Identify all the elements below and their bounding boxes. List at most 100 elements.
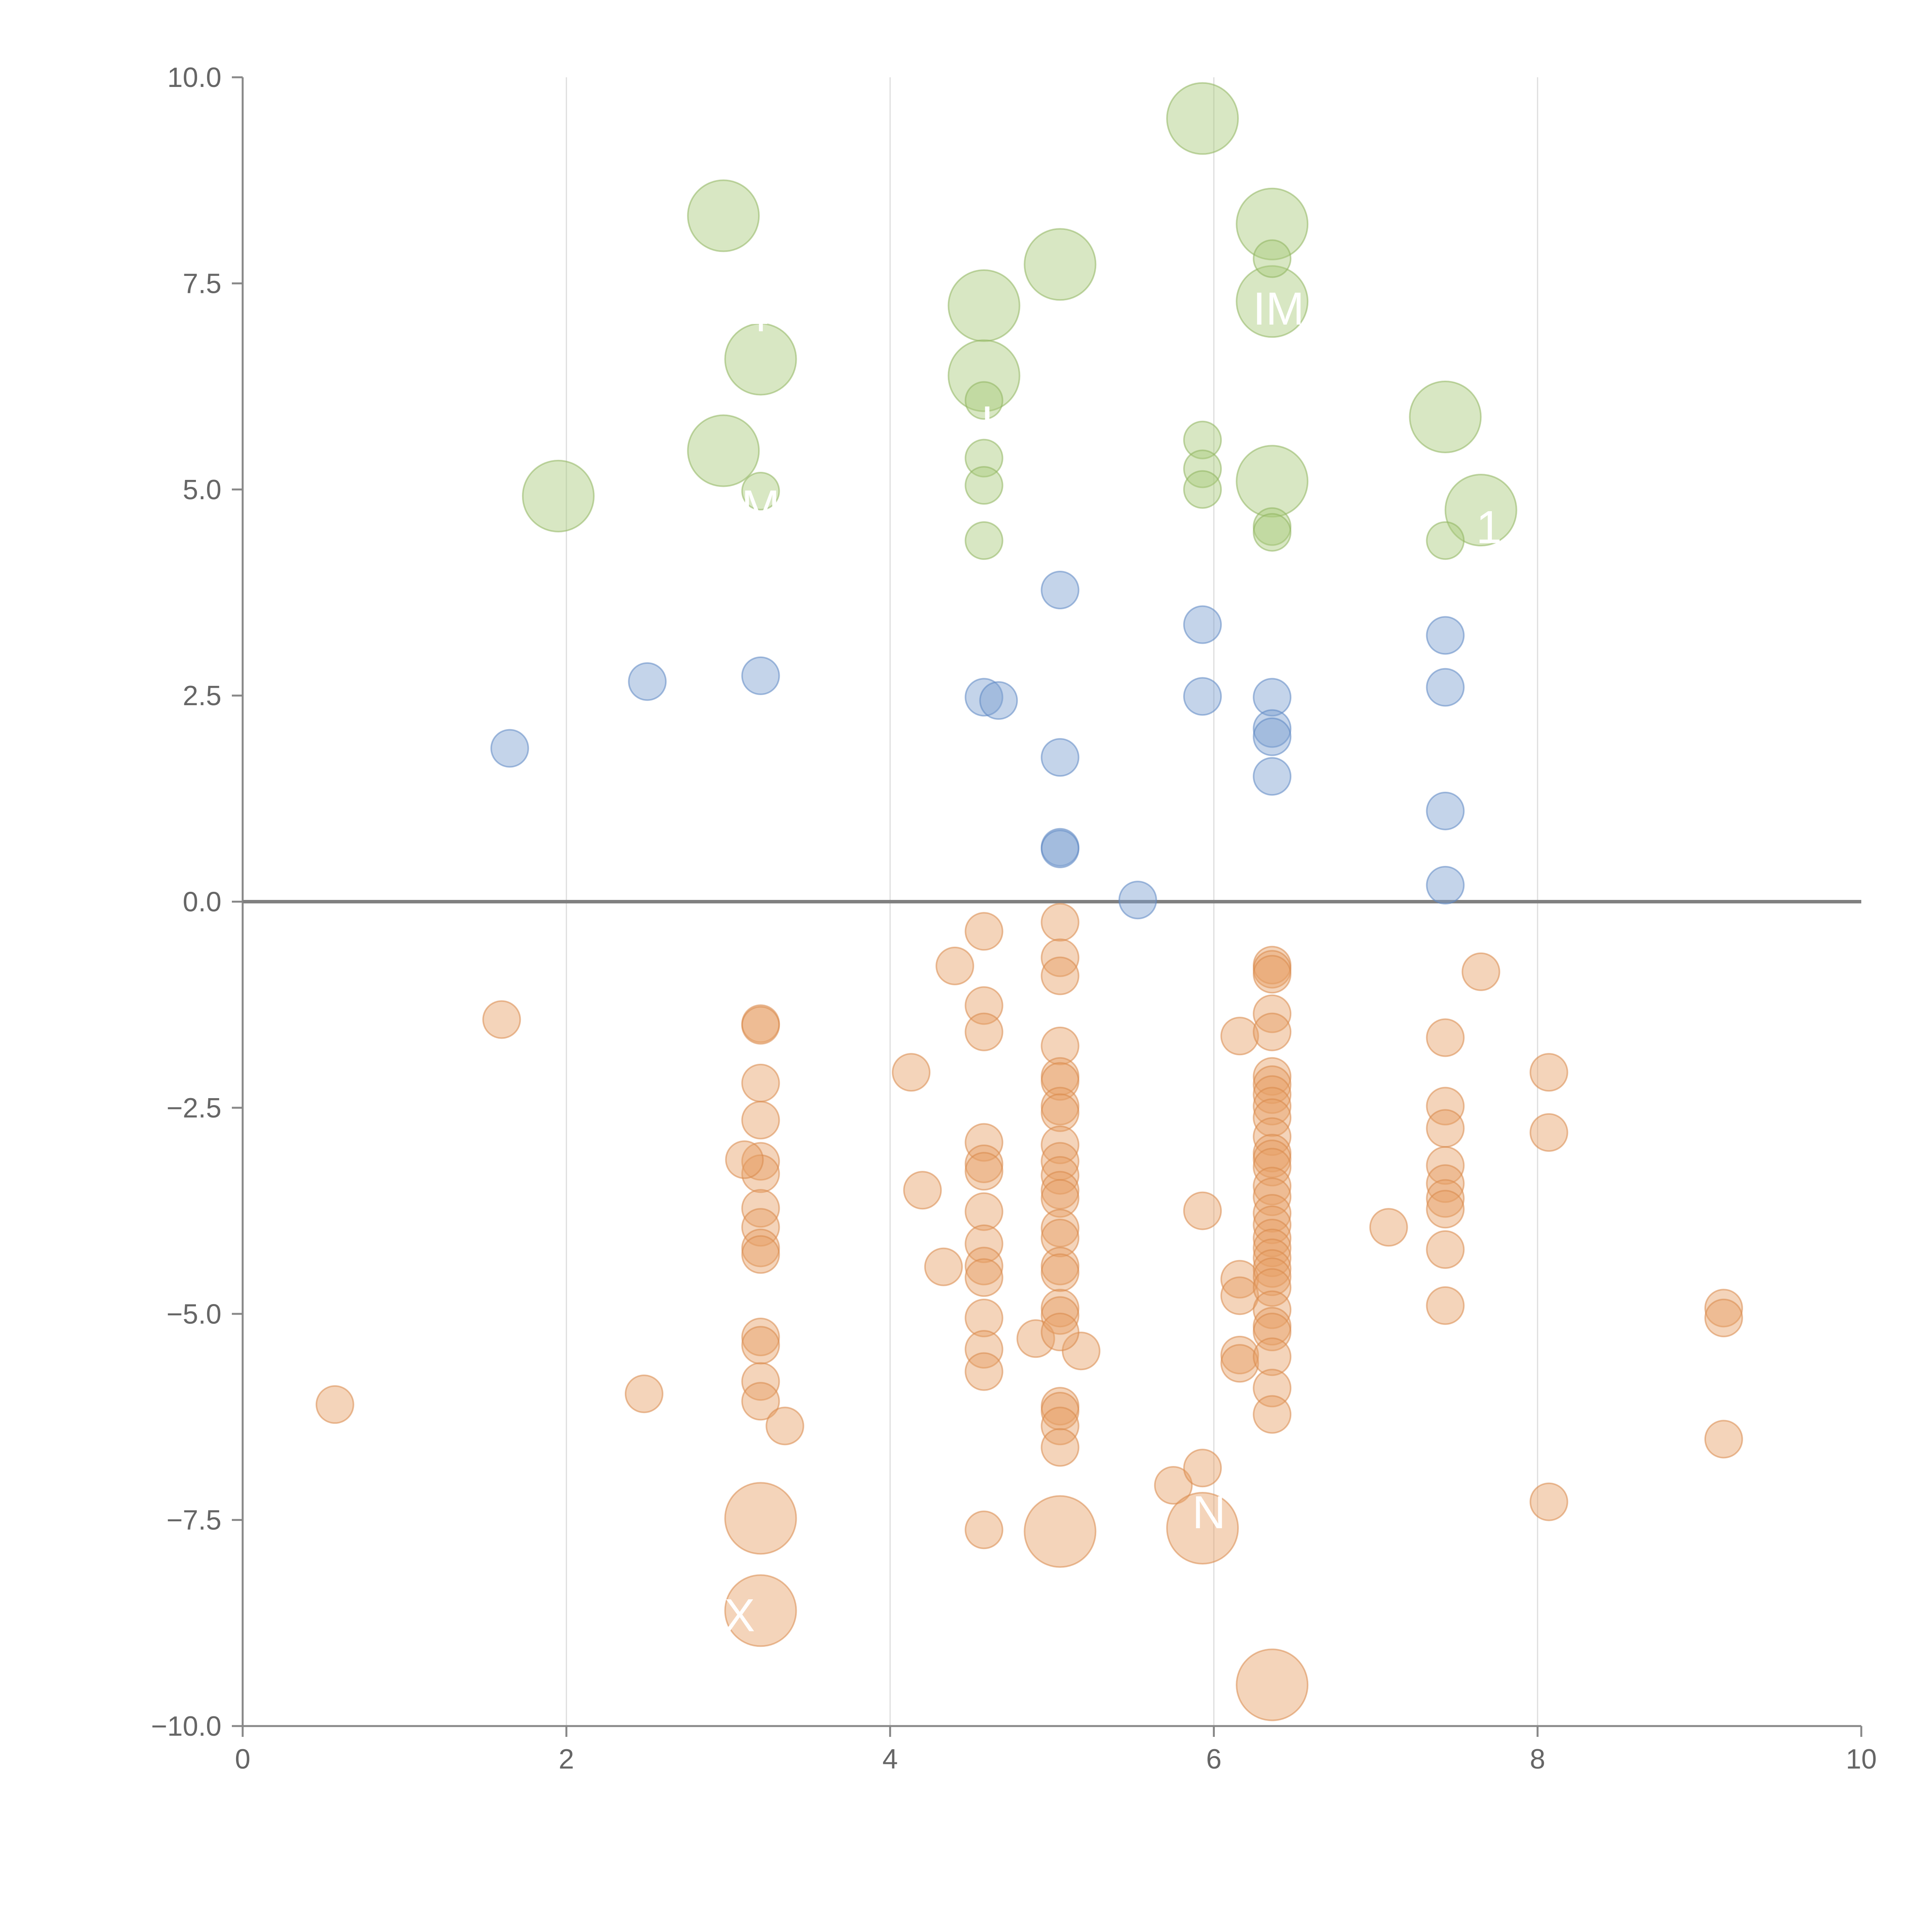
orange-data-point	[1154, 1466, 1193, 1505]
orange-data-point	[1253, 1268, 1292, 1307]
orange-data-point	[1236, 1648, 1309, 1721]
orange-data-point	[741, 1235, 780, 1274]
green-data-point	[1409, 381, 1482, 454]
orange-data-point	[1016, 1319, 1055, 1358]
orange-data-point	[1253, 1139, 1292, 1179]
orange-data-point	[1220, 1335, 1259, 1374]
point-label: 1	[1476, 501, 1502, 553]
orange-data-point	[1529, 1113, 1568, 1152]
orange-data-point	[964, 1224, 1003, 1263]
y-tick-label: −5.0	[167, 1299, 221, 1330]
point-label: N	[1192, 1486, 1226, 1538]
orange-data-point	[1041, 1406, 1080, 1446]
y-tick-label: −10.0	[151, 1711, 221, 1742]
orange-data-point	[1220, 1017, 1259, 1056]
orange-data-point	[624, 1374, 663, 1413]
blue-data-point	[1426, 866, 1465, 905]
green-data-point	[522, 459, 595, 532]
orange-data-point	[964, 1330, 1003, 1369]
green-data-point	[724, 323, 797, 396]
orange-data-point	[1253, 1218, 1292, 1257]
orange-data-point	[964, 1298, 1003, 1337]
orange-data-point	[1426, 1190, 1465, 1229]
green-data-point	[1024, 228, 1097, 301]
orange-data-point	[1253, 1228, 1292, 1267]
green-data-point	[1236, 265, 1309, 338]
green-data-point	[1444, 474, 1517, 547]
green-data-point	[947, 269, 1020, 342]
orange-data-point	[1369, 1208, 1408, 1247]
y-tick-label: −2.5	[167, 1093, 221, 1124]
orange-data-point	[725, 1140, 764, 1179]
blue-data-point	[1118, 881, 1157, 920]
point-label: IM	[1253, 283, 1304, 335]
orange-data-point	[1220, 1260, 1259, 1299]
orange-data-point	[724, 1482, 797, 1555]
orange-data-point	[1041, 1179, 1080, 1218]
orange-data-point	[1041, 1125, 1080, 1164]
orange-data-point	[1041, 1392, 1080, 1431]
orange-data-point	[964, 1123, 1003, 1162]
orange-data-point	[741, 1362, 780, 1401]
orange-data-point	[1183, 1449, 1222, 1488]
orange-data-point	[482, 1000, 521, 1039]
orange-data-point	[903, 1171, 942, 1210]
point-labels: M 4 I IM 1 N X	[724, 283, 1502, 1641]
green-data-point	[1183, 449, 1222, 488]
orange-data-point	[1704, 1420, 1743, 1459]
orange-data-point	[1183, 1191, 1222, 1230]
orange-data-point	[964, 986, 1003, 1025]
blue-data-point	[1253, 678, 1292, 717]
orange-data-point	[1041, 956, 1080, 995]
y-tick-label: −7.5	[167, 1505, 221, 1536]
orange-data-point	[1253, 1167, 1292, 1206]
orange-data-point	[1426, 1018, 1465, 1057]
green-data-point	[1253, 513, 1292, 552]
orange-data-point	[741, 1326, 780, 1365]
orange-data-point	[741, 1382, 780, 1421]
orange-data-point	[1253, 1307, 1292, 1346]
orange-data-point	[1426, 1179, 1465, 1218]
orange-data-point	[1041, 903, 1080, 942]
axes: 0 2 4 6 8 10 −10.0 −7.5 −5.0 −2.5 0.0 2.5 5.0 7.5 10.0	[151, 62, 1877, 1775]
point-label: 4	[743, 289, 769, 341]
orange-data-point	[964, 1012, 1003, 1051]
orange-data-point	[1041, 1156, 1080, 1195]
orange-data-point	[1461, 952, 1500, 991]
x-tick-label: 4	[883, 1744, 898, 1775]
orange-data-point	[741, 1006, 780, 1045]
orange-data-point	[964, 1352, 1003, 1391]
orange-data-point	[964, 912, 1003, 951]
orange-data-point	[1253, 1065, 1292, 1104]
orange-data-point	[1253, 1337, 1292, 1376]
green-data-point	[964, 439, 1003, 478]
blue-data-point	[979, 681, 1018, 720]
green-data-point	[964, 521, 1003, 560]
orange-data-point	[1253, 1257, 1292, 1296]
orange-data-point	[1041, 1428, 1080, 1467]
orange-data-point	[1166, 1492, 1239, 1565]
green-data-point	[741, 472, 780, 511]
x-tick-label: 8	[1530, 1744, 1545, 1775]
point-label: X	[724, 1590, 755, 1641]
orange-data-point	[1426, 1087, 1465, 1126]
blue-data-point	[1183, 677, 1222, 716]
orange-data-point	[1253, 1290, 1292, 1329]
blue-data-point	[1426, 791, 1465, 830]
orange-data-point	[1220, 1344, 1259, 1383]
orange-data-point	[964, 1192, 1003, 1231]
orange-data-point	[1253, 1134, 1292, 1173]
green-data-point	[1183, 420, 1222, 459]
y-tick-label: 0.0	[183, 887, 221, 918]
x-tick-label: 10	[1846, 1744, 1877, 1775]
orange-data-point	[1253, 1117, 1292, 1156]
orange-data-point	[1529, 1053, 1568, 1092]
blue-data-point	[1183, 605, 1222, 644]
blue-data-point	[1041, 738, 1080, 777]
blue-data-point	[1426, 616, 1465, 655]
blue-data-point	[964, 678, 1003, 717]
orange-data-point	[1041, 1026, 1080, 1065]
blue-data-point	[490, 729, 529, 768]
point-label: I	[981, 396, 993, 448]
orange-data-point	[741, 1142, 780, 1181]
